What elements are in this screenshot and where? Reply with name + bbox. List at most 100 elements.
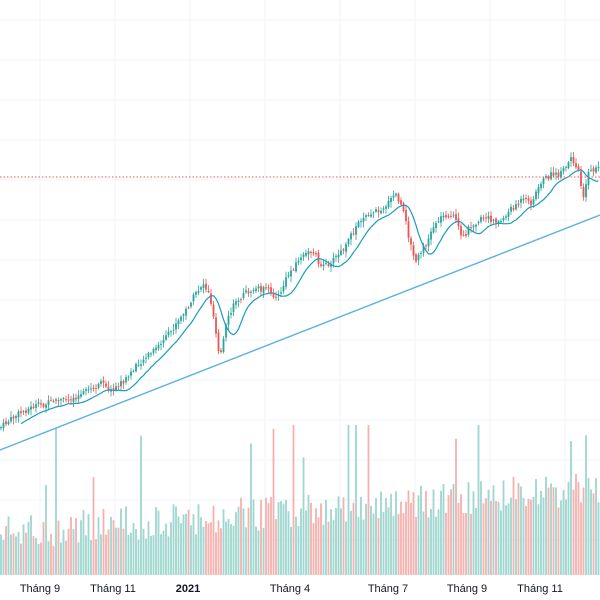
volume-bar — [462, 513, 465, 575]
candle-body — [250, 291, 252, 293]
volume-bar — [427, 517, 430, 575]
volume-bar — [130, 532, 132, 575]
candle-body — [460, 225, 462, 236]
candle-body — [245, 290, 247, 293]
candle-body — [112, 388, 115, 390]
candle-body — [347, 238, 350, 245]
candle-body — [187, 307, 190, 309]
volume-bar — [525, 505, 527, 575]
candle-body — [555, 172, 557, 175]
candle-body — [105, 383, 107, 387]
volume-bar — [545, 476, 547, 575]
candle-body — [430, 231, 432, 240]
volume-bar — [80, 520, 82, 575]
candle-body — [557, 172, 560, 177]
volume-bar — [327, 521, 330, 575]
volume-bar — [295, 516, 297, 575]
volume-bar — [537, 504, 540, 575]
volume-bar — [390, 493, 392, 575]
volume-bar — [365, 503, 367, 575]
candle-body — [60, 399, 62, 401]
candle-body — [77, 395, 80, 400]
volume-bar — [162, 530, 165, 575]
volume-bar — [377, 517, 380, 575]
volume-bar — [330, 509, 332, 575]
candle-body — [397, 193, 400, 202]
volume-bar — [415, 516, 417, 575]
candle-body — [240, 299, 242, 301]
candle-body — [417, 254, 420, 261]
volume-bar — [500, 510, 502, 575]
volume-bar — [22, 524, 25, 575]
candle-body — [130, 371, 132, 376]
candle-body — [577, 166, 580, 171]
candle-body — [485, 217, 487, 219]
volume-bar — [155, 507, 157, 575]
volume-bar — [492, 485, 495, 575]
candle-body — [507, 212, 510, 217]
candle-body — [75, 397, 77, 400]
candle-body — [177, 320, 180, 325]
candle-body — [120, 381, 122, 387]
volume-bar — [180, 523, 182, 575]
volume-bar — [340, 508, 342, 575]
candle-body — [155, 347, 157, 351]
candle-body — [312, 252, 315, 254]
trendline[interactable] — [0, 214, 600, 451]
volume-bar — [97, 517, 100, 575]
candle-body — [270, 287, 272, 294]
volume-bar — [122, 528, 125, 575]
volume-bar — [107, 529, 110, 575]
candle-body — [257, 286, 260, 289]
volume-bar — [310, 502, 312, 575]
volume-bar — [515, 499, 517, 575]
volume-bar — [547, 487, 550, 575]
volume-bar — [265, 497, 267, 575]
candle-body — [145, 357, 147, 359]
volume-bar — [267, 503, 270, 575]
candle-body — [160, 343, 162, 345]
candle-body — [20, 411, 22, 414]
volume-bar — [452, 483, 455, 575]
candle-body — [285, 277, 287, 287]
volume-bar — [332, 520, 335, 575]
candle-body — [197, 290, 200, 293]
candle-body — [475, 224, 477, 227]
candle-body — [542, 178, 545, 185]
volume-bar — [37, 543, 40, 575]
candle-body — [547, 176, 550, 180]
volume-bar — [317, 517, 320, 575]
volume-bar — [160, 534, 162, 575]
candle-body — [467, 226, 470, 235]
candle-body — [375, 209, 377, 212]
candle-body — [365, 215, 367, 218]
candle-body — [95, 387, 97, 389]
volume-bar — [305, 510, 307, 575]
volume-bar — [72, 529, 75, 575]
volume-bar — [565, 499, 567, 575]
volume-bar — [432, 489, 435, 575]
candle-body — [225, 324, 227, 338]
candle-body — [212, 304, 215, 317]
candle-body — [185, 308, 187, 316]
candle-body — [55, 399, 57, 401]
candle-body — [492, 219, 495, 221]
candle-body — [147, 352, 150, 358]
candle-body — [370, 214, 372, 217]
volume-bar — [2, 539, 5, 575]
volume-bar — [282, 504, 285, 575]
volume-bar — [510, 497, 512, 575]
candle-body — [122, 380, 125, 384]
volume-bar — [90, 540, 92, 575]
volume-bar — [477, 425, 480, 575]
volume-bar — [487, 489, 490, 575]
volume-bar — [255, 526, 257, 575]
volume-bar — [362, 519, 365, 575]
volume-bar — [397, 513, 400, 575]
volume-bar — [505, 505, 507, 575]
volume-bar — [145, 538, 147, 575]
candle-body — [357, 221, 360, 227]
candle-body — [515, 204, 517, 210]
candle-body — [222, 338, 225, 352]
